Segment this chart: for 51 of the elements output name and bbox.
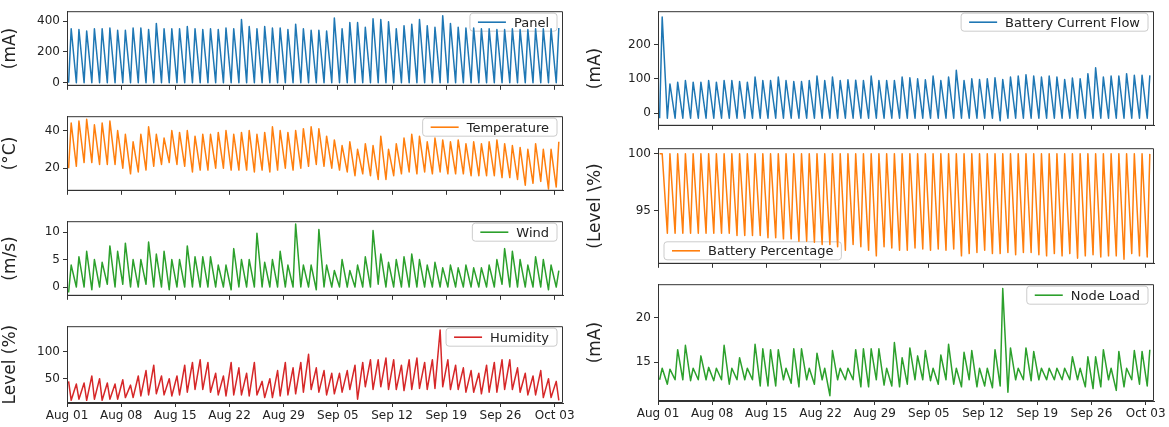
legend-label: Battery Current Flow: [1005, 14, 1141, 30]
y-tick-label: 20: [635, 309, 651, 324]
y-axis-title: (mA): [0, 27, 19, 70]
y-axis-title: (mA): [583, 321, 604, 364]
legend-label: Humidity: [490, 329, 550, 345]
legend-label: Node Load: [1070, 287, 1140, 303]
x-tick-label: Aug 01: [636, 406, 680, 421]
y-tick-label: 15: [635, 354, 651, 369]
legend-label: Wind: [516, 224, 549, 240]
y-tick-label: 0: [643, 105, 651, 120]
x-tick-label: Sep 26: [479, 408, 522, 423]
x-tick-label: Oct 03: [534, 408, 575, 423]
y-axis-title: (m/s): [0, 236, 19, 281]
x-tick-label: Aug 29: [853, 406, 896, 421]
x-tick-label: Aug 15: [745, 406, 788, 421]
x-tick-label: Sep 05: [317, 408, 359, 423]
y-tick-label: 200: [628, 36, 651, 51]
y-axis-title: (°C): [0, 136, 19, 171]
y-axis-title: (mA): [583, 47, 604, 90]
y-tick-label: 50: [44, 370, 60, 385]
x-tick-label: Aug 29: [262, 408, 305, 423]
y-tick-label: 100: [37, 343, 60, 358]
legend-label: Panel: [513, 14, 550, 30]
y-tick-label: 100: [628, 70, 651, 85]
x-tick-label: Oct 03: [1125, 406, 1166, 421]
x-tick-label: Aug 22: [208, 408, 251, 423]
y-tick-label: 10: [44, 224, 60, 239]
y-tick-label: 200: [37, 44, 60, 59]
x-tick-label: Sep 19: [425, 408, 468, 423]
y-tick-label: 100: [628, 145, 651, 160]
y-tick-label: 5: [52, 251, 60, 266]
x-tick-label: Aug 15: [154, 408, 197, 423]
x-tick-label: Aug 22: [799, 406, 842, 421]
x-tick-label: Sep 26: [1070, 406, 1113, 421]
y-tick-label: 400: [37, 13, 60, 28]
y-axis-title: (Level \%): [583, 163, 604, 249]
x-tick-label: Aug 08: [690, 406, 734, 421]
y-tick-label: 0: [52, 74, 60, 89]
x-tick-label: Sep 05: [908, 406, 950, 421]
x-tick-label: Aug 01: [45, 408, 89, 423]
y-tick-label: 0: [52, 279, 60, 294]
x-tick-label: Sep 19: [1016, 406, 1059, 421]
y-tick-label: 20: [44, 160, 60, 175]
x-tick-label: Sep 12: [371, 408, 413, 423]
y-tick-label: 40: [44, 122, 60, 137]
legend-label: Temperature: [465, 119, 550, 135]
y-axis-title: Level (%): [0, 324, 19, 405]
x-tick-label: Aug 08: [99, 408, 143, 423]
x-tick-label: Sep 12: [962, 406, 1004, 421]
legend-label: Battery Percentage: [708, 243, 834, 259]
y-tick-label: 95: [635, 202, 651, 217]
